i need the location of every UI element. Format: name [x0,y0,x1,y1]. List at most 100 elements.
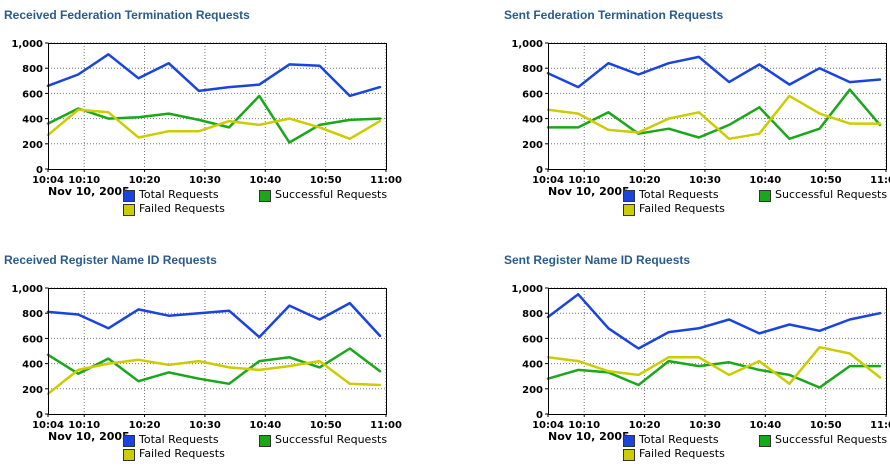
x-tick-label: 10:20 [629,175,661,186]
x-tick-label: 10:30 [689,420,721,431]
plot-area [548,288,886,414]
x-tick-label: 10:04 [532,420,564,431]
y-tick-label: 400 [522,360,543,371]
chart-panel: Received Federation Termination Requests… [0,0,430,225]
x-tick-label: 10:50 [310,420,342,431]
x-tick-label: 10:50 [810,175,842,186]
x-tick-label: 10:10 [68,175,100,186]
line-chart: 0 200 400 600 800 1,000 10:04 10:10 10:20 10:30 10… [511,39,890,186]
date-label: Nov 10, 2005 [48,430,130,443]
legend-label: Failed Requests [139,202,225,215]
legend-swatch [623,204,635,216]
y-tick-label: 1,000 [11,284,43,295]
plot-border [48,288,387,415]
plot-border [548,43,887,170]
legend-swatch [759,435,771,447]
series-line-total-requests [546,293,882,350]
y-tick-label: 400 [522,115,543,126]
y-tick-label: 0 [36,165,43,176]
x-tick-label: 10:20 [629,420,661,431]
y-tick-label: 200 [522,140,543,151]
x-tick-label: 10:40 [749,420,781,431]
y-tick-label: 600 [522,334,543,345]
y-tick-label: 800 [522,309,543,320]
x-tick-label: 10:04 [532,175,564,186]
chart-panel: Received Register Name ID Requests 0 200 40… [0,245,430,470]
y-tick-label: 600 [22,334,43,345]
chart-title: Received Register Name ID Requests [4,253,217,267]
legend-swatch [123,204,135,216]
chart-title: Sent Register Name ID Requests [504,253,691,267]
chart-title: Sent Federation Termination Requests [504,8,724,22]
legend-label: Failed Requests [639,202,725,215]
x-tick-label: 10:10 [568,175,600,186]
y-tick-label: 800 [22,309,43,320]
legend-swatch [759,190,771,202]
chart-title: Received Federation Termination Requests [4,8,250,22]
legend-label: Total Requests [639,433,719,446]
series-line-failed-requests [46,358,382,396]
y-tick-label: 0 [536,165,543,176]
y-tick-label: 600 [522,89,543,100]
series-line-successful-requests [546,88,882,141]
plot-area [48,43,386,169]
legend-label: Successful Requests [775,433,888,446]
x-tick-label: 11:00 [370,175,402,186]
x-tick-label: 10:50 [310,175,342,186]
x-tick-label: 10:40 [249,420,281,431]
series-line-failed-requests [546,345,882,386]
legend-label: Total Requests [639,188,719,201]
x-tick-label: 10:20 [129,175,161,186]
x-tick-label: 11:00 [870,420,890,431]
x-tick-label: 10:10 [568,420,600,431]
legend-label: Total Requests [139,433,219,446]
y-tick-label: 400 [22,115,43,126]
legend-label: Total Requests [139,188,219,201]
x-tick-label: 10:40 [249,175,281,186]
date-label: Nov 10, 2005 [48,185,130,198]
y-tick-label: 200 [522,385,543,396]
legend-swatch [259,190,271,202]
y-tick-label: 400 [22,360,43,371]
y-tick-label: 1,000 [511,39,543,50]
y-tick-label: 800 [522,64,543,75]
legend-swatch [259,435,271,447]
x-tick-label: 10:10 [68,420,100,431]
y-tick-label: 0 [36,410,43,421]
y-tick-label: 800 [22,64,43,75]
date-label: Nov 10, 2005 [548,430,630,443]
chart-panel: Sent Register Name ID Requests 0 200 400 600… [500,245,890,470]
y-tick-label: 1,000 [11,39,43,50]
y-tick-label: 1,000 [511,284,543,295]
legend-swatch [123,190,135,202]
series-line-successful-requests [46,94,382,144]
plot-area [548,43,886,169]
x-tick-label: 10:30 [189,420,221,431]
y-tick-label: 200 [22,385,43,396]
x-tick-label: 10:04 [32,420,64,431]
legend-label: Successful Requests [275,188,388,201]
series-line-total-requests [546,55,882,89]
series-line-total-requests [46,53,382,98]
plot-area [48,288,386,414]
x-tick-label: 10:50 [810,420,842,431]
series-line-failed-requests [46,108,382,141]
x-tick-label: 11:00 [370,420,402,431]
chart-panel: Sent Federation Termination Requests 0 200… [500,0,890,225]
x-tick-label: 10:20 [129,420,161,431]
line-chart: 0 200 400 600 800 1,000 10:04 10:10 10:20 10:30 10… [11,39,402,186]
x-tick-label: 10:30 [189,175,221,186]
x-tick-label: 11:00 [870,175,890,186]
y-tick-label: 200 [22,140,43,151]
legend-label: Failed Requests [639,447,725,460]
legend-swatch [623,190,635,202]
series-line-successful-requests [546,359,882,389]
legend-swatch [623,449,635,461]
line-chart: 0 200 400 600 800 1,000 10:04 10:10 10:20 10:30 10… [11,284,402,431]
x-tick-label: 10:30 [689,175,721,186]
y-tick-label: 600 [22,89,43,100]
line-chart: 0 200 400 600 800 1,000 10:04 10:10 10:20 10:30 10… [511,284,890,431]
series-line-failed-requests [546,94,882,141]
plot-border [48,43,387,170]
